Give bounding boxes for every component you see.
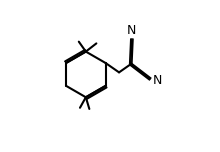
- Text: N: N: [127, 24, 137, 37]
- Text: N: N: [152, 74, 162, 87]
